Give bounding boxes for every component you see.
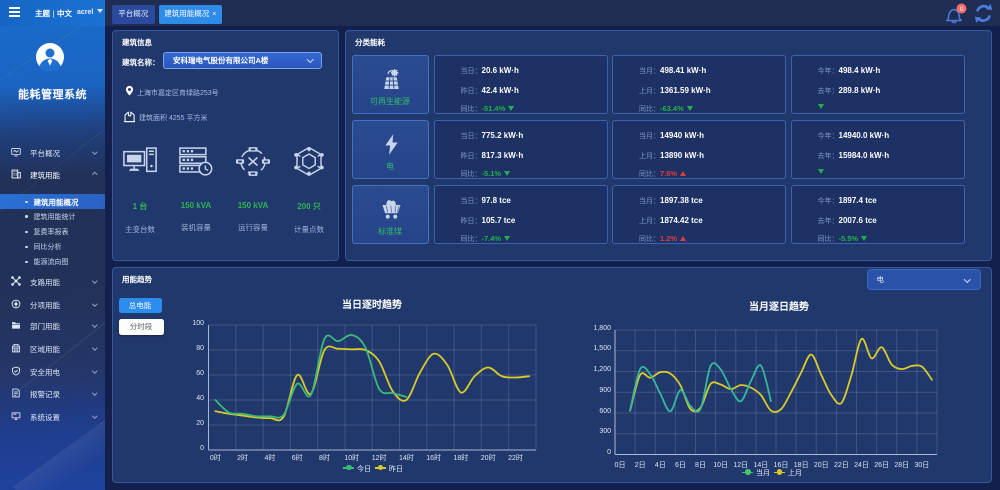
svg-text:0: 0 (960, 6, 964, 13)
